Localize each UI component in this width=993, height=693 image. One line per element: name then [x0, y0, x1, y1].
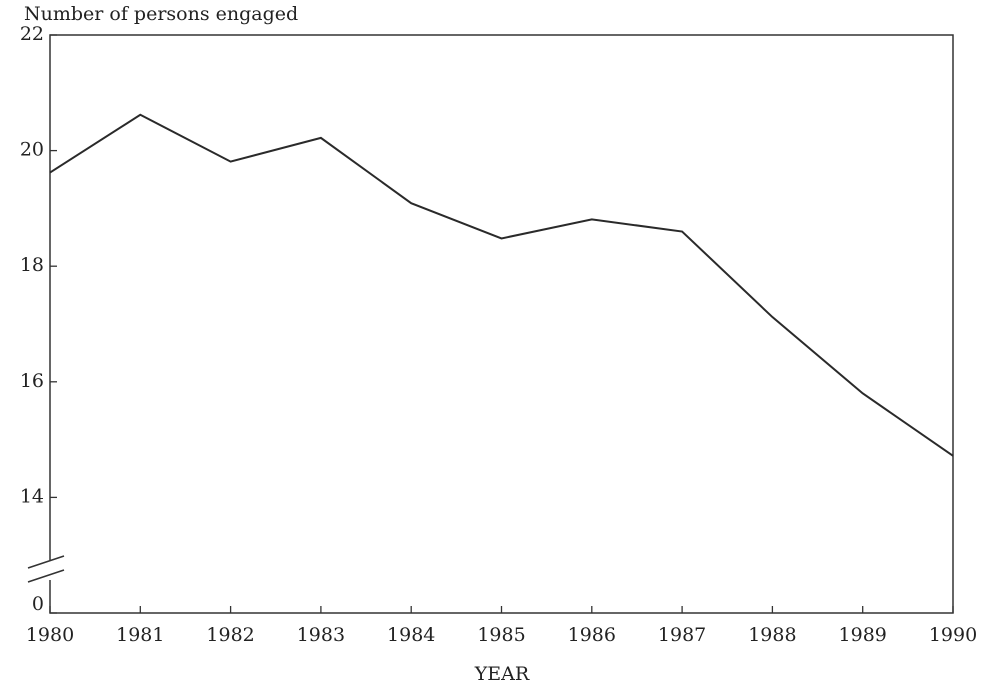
y-tick-label: 20	[20, 139, 44, 161]
chart-title: Number of persons engaged	[24, 3, 298, 25]
data-line	[49, 113, 954, 457]
axis-break	[27, 569, 65, 583]
x-tick-label: 1985	[477, 624, 525, 646]
x-tick-label: 1989	[839, 624, 887, 646]
x-tick-label: 1984	[387, 624, 435, 646]
x-tick-label: 1982	[206, 624, 254, 646]
x-tick-label: 1981	[116, 624, 164, 646]
x-axis-label: YEAR	[474, 663, 530, 685]
plot-frame	[49, 34, 954, 614]
y-tick-label: 16	[20, 370, 44, 392]
x-tick-label: 1986	[568, 624, 616, 646]
y-tick-label: 14	[20, 485, 44, 507]
y-tick-label: 18	[20, 254, 44, 276]
x-tick-label: 1988	[748, 624, 796, 646]
y-tick-label: 22	[20, 23, 44, 45]
x-tick-label: 1980	[26, 624, 74, 646]
y-tick-label: 0	[32, 593, 44, 615]
x-tick-label: 1987	[658, 624, 706, 646]
x-tick-label: 1990	[929, 624, 977, 646]
axis-break	[27, 555, 65, 569]
x-tick-label: 1983	[297, 624, 345, 646]
